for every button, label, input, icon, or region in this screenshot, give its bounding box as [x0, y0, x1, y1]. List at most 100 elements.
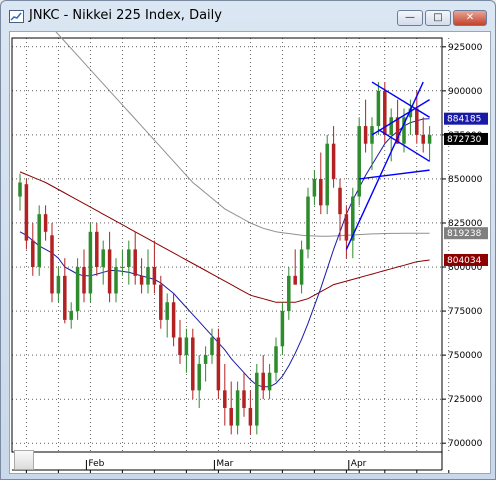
candlesticks — [18, 82, 432, 435]
candle-body — [139, 275, 144, 285]
candle-body — [101, 249, 105, 268]
candle-body — [255, 372, 259, 426]
candle-body — [229, 407, 233, 426]
candle-body — [75, 267, 80, 312]
maximize-button[interactable]: □ — [425, 10, 451, 26]
ma-short-line — [19, 118, 430, 388]
title-bar[interactable]: JNKC - Nikkei 225 Index, Daily — □ ✕ — [1, 1, 495, 31]
candle-body — [383, 90, 387, 135]
candle-body — [351, 196, 355, 241]
candle-body — [280, 311, 285, 347]
candle-body — [299, 249, 304, 285]
candle-body — [267, 372, 272, 391]
candle-body — [191, 337, 195, 391]
candle-body — [165, 302, 169, 320]
candle-body — [338, 187, 342, 215]
candle-body — [37, 214, 41, 268]
y-axis: 9250009000008750008500008250008000007750… — [442, 43, 483, 449]
x-axis: 192602091623020916233001061320FebMarApr — [20, 459, 454, 480]
candle-body — [427, 134, 432, 144]
scroll-corner-button[interactable] — [14, 450, 34, 470]
price-tag-box — [444, 227, 488, 240]
candle-body — [69, 311, 73, 320]
trendline-channel-top — [371, 81, 430, 118]
candle-body — [363, 126, 368, 144]
candle-body — [210, 337, 214, 356]
candle-body — [178, 337, 182, 356]
candle-body — [319, 178, 323, 206]
price-tags: 884185 872730 819238 804034 — [444, 112, 488, 266]
candle-body — [120, 267, 125, 269]
candle-body — [82, 267, 86, 294]
candle-body — [95, 231, 99, 268]
price-tag-box — [444, 112, 488, 125]
trendline-rising — [371, 99, 430, 136]
close-button[interactable]: ✕ — [453, 10, 487, 26]
candle-body — [235, 390, 240, 426]
candle-body — [344, 214, 349, 241]
candle-body — [152, 267, 157, 285]
candle-body — [114, 267, 118, 294]
chart-area[interactable]: 9250009000008750008500008250008000007750… — [9, 0, 491, 480]
month-label: Mar — [216, 459, 233, 469]
candle-body — [31, 240, 35, 268]
candle-body — [50, 235, 54, 294]
candle-body — [287, 275, 291, 312]
candle-body — [312, 178, 317, 197]
chart-grid — [11, 37, 450, 471]
candle-body — [242, 390, 246, 408]
candle-body — [159, 284, 163, 320]
price-tag-box — [444, 253, 488, 266]
y-tick-label: 925000 — [448, 43, 483, 53]
chart-app-icon — [9, 10, 24, 23]
candle-body — [331, 143, 336, 179]
price-tag-label: 819238 — [447, 229, 482, 239]
window-title: JNKC - Nikkei 225 Index, Daily — [29, 8, 222, 23]
candle-body — [261, 372, 265, 391]
candle-body — [133, 249, 137, 276]
candle-body — [56, 275, 61, 294]
candle-body — [223, 390, 227, 408]
y-tick-label: 850000 — [448, 175, 483, 185]
candle-body — [63, 275, 67, 320]
y-tick-label: 825000 — [448, 219, 483, 229]
candle-body — [43, 214, 48, 232]
candle-body — [127, 249, 131, 268]
candle-body — [18, 182, 22, 197]
candle-body — [24, 184, 29, 241]
candle-body — [395, 117, 400, 144]
candle-body — [357, 126, 361, 197]
moving-averages — [19, 0, 430, 388]
trendline-horizontal — [359, 169, 430, 180]
price-tag-label: 884185 — [447, 115, 481, 125]
y-tick-label: 725000 — [448, 395, 483, 405]
candle-body — [197, 363, 201, 391]
candle-body — [216, 337, 221, 391]
candle-body — [376, 90, 381, 127]
candle-body — [415, 108, 419, 135]
candle-body — [88, 231, 93, 294]
y-tick-label: 775000 — [448, 307, 483, 317]
y-tick-label: 900000 — [448, 87, 483, 97]
month-label: Apr — [351, 459, 367, 469]
candle-body — [171, 302, 176, 338]
trendline-support — [345, 81, 424, 250]
candle-body — [274, 346, 278, 373]
price-tag-box — [444, 132, 488, 145]
price-chart[interactable]: 9250009000008750008500008250008000007750… — [10, 0, 490, 480]
y-tick-label: 800000 — [448, 263, 483, 273]
price-tag-label: 872730 — [447, 135, 482, 145]
minimize-button[interactable]: — — [397, 10, 423, 26]
y-tick-label: 700000 — [448, 439, 483, 449]
candle-body — [146, 267, 150, 285]
month-label: Feb — [88, 459, 104, 469]
candle-body — [402, 117, 406, 144]
candle-body — [248, 407, 253, 426]
trendline-channel-bottom — [378, 129, 430, 162]
candle-body — [203, 355, 208, 364]
price-tag-label: 804034 — [447, 256, 482, 266]
candle-body — [293, 275, 297, 285]
candle-body — [408, 108, 413, 118]
ma-mid-line — [19, 171, 430, 303]
